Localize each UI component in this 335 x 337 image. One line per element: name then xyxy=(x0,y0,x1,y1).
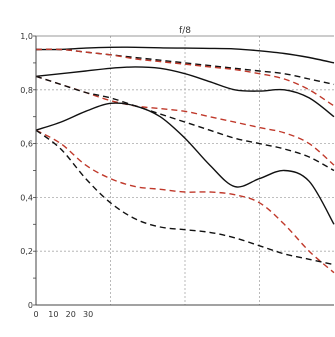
chart-title: f/8 xyxy=(179,26,191,36)
series-line-6 xyxy=(35,75,335,172)
series-line-8 xyxy=(35,129,335,274)
y-tick-label: 0,4 xyxy=(20,193,33,202)
series-line-9 xyxy=(35,129,335,266)
y-tick-label: 1,0 xyxy=(20,32,33,41)
series-line-3 xyxy=(35,48,335,107)
y-tick-label: 0,2 xyxy=(20,247,33,256)
x-tick-label: 30 xyxy=(83,310,93,319)
y-tick-labels: 0 0,2 0,4 0,6 0,8 1,0 xyxy=(20,32,33,310)
series-line-4 xyxy=(35,66,335,118)
series-layer xyxy=(35,46,335,274)
x-tick-label: 0 xyxy=(33,310,38,319)
series-line-1 xyxy=(35,46,335,64)
y-tick-label: 0 xyxy=(28,301,33,310)
y-tick-label: 0,8 xyxy=(20,86,33,95)
x-tick-label: 10 xyxy=(48,310,58,319)
grid-lines xyxy=(36,36,334,305)
y-tick-label: 0,6 xyxy=(20,140,33,149)
axes xyxy=(33,35,334,306)
x-tick-labels: 0 10 20 30 xyxy=(33,310,93,319)
series-line-7 xyxy=(35,102,335,225)
x-tick-label: 20 xyxy=(66,310,76,319)
